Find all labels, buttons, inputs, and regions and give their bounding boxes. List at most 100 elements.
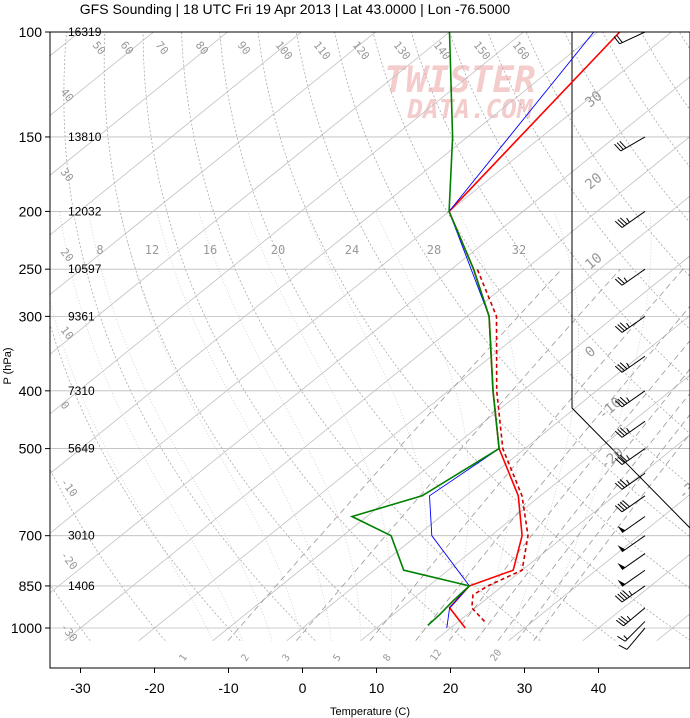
wind-barb-feather — [619, 501, 628, 509]
y-axis-label: P (hPa) — [2, 347, 14, 384]
isotherm-top-label: 120 — [350, 39, 372, 63]
isotherm-top-label: 130 — [391, 39, 413, 63]
isotherm-label: 20 — [58, 246, 76, 264]
wind-barb-staff — [619, 31, 646, 45]
y-tick-label: 700 — [19, 528, 43, 544]
height-label: 1406 — [68, 579, 95, 593]
isotherm-label: -10 — [58, 476, 80, 500]
wind-barb-feather — [618, 617, 627, 625]
x-axis-label: Temperature (C) — [330, 706, 410, 718]
wind-barb-staff — [621, 472, 646, 490]
wind-barb — [617, 569, 646, 587]
dry-adiabat-label: 1 — [177, 652, 189, 663]
dry-adiabat-line — [50, 323, 241, 641]
sounding-series — [470, 268, 529, 622]
isotherm-right-label: 30 — [582, 88, 605, 111]
wind-barb-feather — [614, 278, 623, 286]
height-label: 9361 — [68, 309, 95, 323]
plot-frame — [49, 31, 690, 669]
wind-barb-half-feather — [623, 635, 628, 640]
wind-barb — [614, 495, 646, 513]
wind-barb-feather — [616, 34, 623, 43]
wind-barb — [614, 472, 646, 490]
wind-barb-feather — [617, 593, 625, 601]
isotherm-line — [50, 32, 154, 117]
dry-adiabat-label: 20 — [488, 648, 504, 664]
wind-barb-flag — [617, 579, 626, 587]
isotherm-right-label: -10 — [595, 395, 625, 424]
wind-barb-feather — [614, 482, 623, 490]
wind-barb — [614, 136, 646, 152]
dry-adiabat-line — [103, 32, 391, 641]
isotherm-line — [434, 434, 690, 641]
wind-barb-staff — [626, 627, 646, 650]
moist-adiabat-line — [508, 211, 579, 641]
chart-title: GFS Sounding | 18 UTC Fri 19 Apr 2013 | … — [80, 1, 511, 17]
mixing-ratio-line — [497, 392, 690, 641]
wind-barb — [617, 535, 646, 553]
wind-barb-staff — [621, 516, 646, 533]
mixing-ratio-line — [296, 268, 621, 641]
x-tick-label: -20 — [144, 680, 164, 696]
height-label: 7310 — [68, 384, 95, 398]
isotherm-top-label: 80 — [193, 39, 211, 57]
wind-barb-feather — [613, 36, 621, 45]
wind-barb-half-feather — [626, 479, 630, 485]
wind-barb-staff — [621, 420, 646, 438]
mixing-ratio-line — [227, 268, 562, 641]
mixing-ratio-label: 12 — [145, 243, 159, 257]
dry-adiabat-label: 12 — [428, 648, 444, 664]
height-label: 12032 — [68, 204, 102, 218]
wind-barb-feather — [614, 458, 623, 466]
moist-adiabat-line — [458, 211, 520, 641]
wind-barb-feather — [617, 456, 625, 464]
dry-adiabat-line — [219, 32, 616, 641]
wind-barb-feather — [617, 364, 625, 371]
x-tick-label: 20 — [443, 680, 459, 696]
wind-barb-staff — [621, 585, 646, 603]
sounding-series — [349, 32, 500, 626]
x-tick-label: 30 — [517, 680, 533, 696]
height-label: 13810 — [68, 130, 102, 144]
dry-adiabat-line — [50, 468, 166, 641]
wind-barb — [614, 315, 646, 333]
isotherm-right-label: 20 — [582, 170, 605, 193]
isotherm-top-label: 90 — [235, 39, 253, 57]
wind-barb-feather — [619, 396, 628, 404]
isotherm-right-label: 10 — [582, 250, 605, 273]
isotherm-top-label: 100 — [273, 39, 295, 63]
wind-barb-feather — [614, 365, 623, 373]
wind-barb-feather — [619, 427, 628, 435]
wind-barb-staff — [621, 268, 646, 286]
isotherm-line — [64, 135, 690, 641]
wind-barb-feather — [616, 142, 624, 150]
moist-adiabat-line — [156, 211, 332, 641]
wind-barb-feather — [617, 503, 625, 511]
wind-barb — [614, 390, 646, 408]
hodograph-boundary — [571, 32, 690, 529]
wind-barb-feather — [615, 619, 624, 627]
isotherm-line — [50, 32, 450, 355]
mixing-ratio-label: 24 — [345, 243, 359, 257]
wind-barb-feather — [619, 454, 628, 462]
y-tick-label: 150 — [19, 129, 43, 145]
wind-barb-feather — [614, 325, 623, 333]
x-tick-label: -30 — [70, 680, 90, 696]
wind-barb-staff — [621, 495, 646, 513]
wind-barb-staff — [621, 569, 646, 587]
wind-barb-half-feather — [626, 615, 631, 621]
dry-adiabat-line — [487, 32, 690, 331]
wind-barb-staff — [621, 390, 646, 408]
wind-barb-feather — [614, 400, 623, 408]
wind-barb-staff — [621, 315, 646, 333]
wind-barb-feather — [614, 505, 623, 513]
watermark-line-1: TWISTER — [384, 60, 536, 101]
dry-adiabat-line — [142, 32, 466, 641]
isotherm-line — [656, 613, 690, 641]
height-label: 5649 — [68, 442, 95, 456]
wind-barb-half-feather — [628, 590, 633, 596]
wind-barb-staff — [621, 448, 646, 466]
mixing-ratio-label: 28 — [427, 243, 441, 257]
isotherm-line — [508, 494, 690, 641]
